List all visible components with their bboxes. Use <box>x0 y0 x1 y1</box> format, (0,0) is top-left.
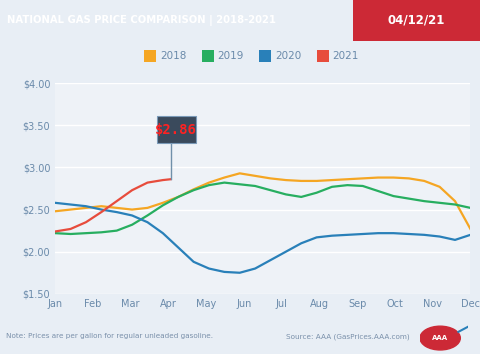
Text: 2018: 2018 <box>160 51 186 61</box>
Text: AAA: AAA <box>432 335 448 341</box>
Bar <box>202 50 214 62</box>
Text: 2019: 2019 <box>217 51 244 61</box>
Bar <box>259 50 271 62</box>
Text: Note: Prices are per gallon for regular unleaded gasoline.: Note: Prices are per gallon for regular … <box>6 333 213 339</box>
Text: 2021: 2021 <box>333 51 359 61</box>
Bar <box>144 50 156 62</box>
Bar <box>353 0 480 41</box>
Bar <box>317 50 329 62</box>
Text: NATIONAL GAS PRICE COMPARISON | 2018-2021: NATIONAL GAS PRICE COMPARISON | 2018-202… <box>7 15 276 26</box>
Text: Source: AAA (GasPrices.AAA.com): Source: AAA (GasPrices.AAA.com) <box>286 333 409 340</box>
FancyBboxPatch shape <box>156 116 196 143</box>
Text: 04/12/21: 04/12/21 <box>388 14 445 27</box>
Text: 2020: 2020 <box>275 51 301 61</box>
Text: $2.86: $2.86 <box>156 122 197 137</box>
Circle shape <box>420 326 460 350</box>
